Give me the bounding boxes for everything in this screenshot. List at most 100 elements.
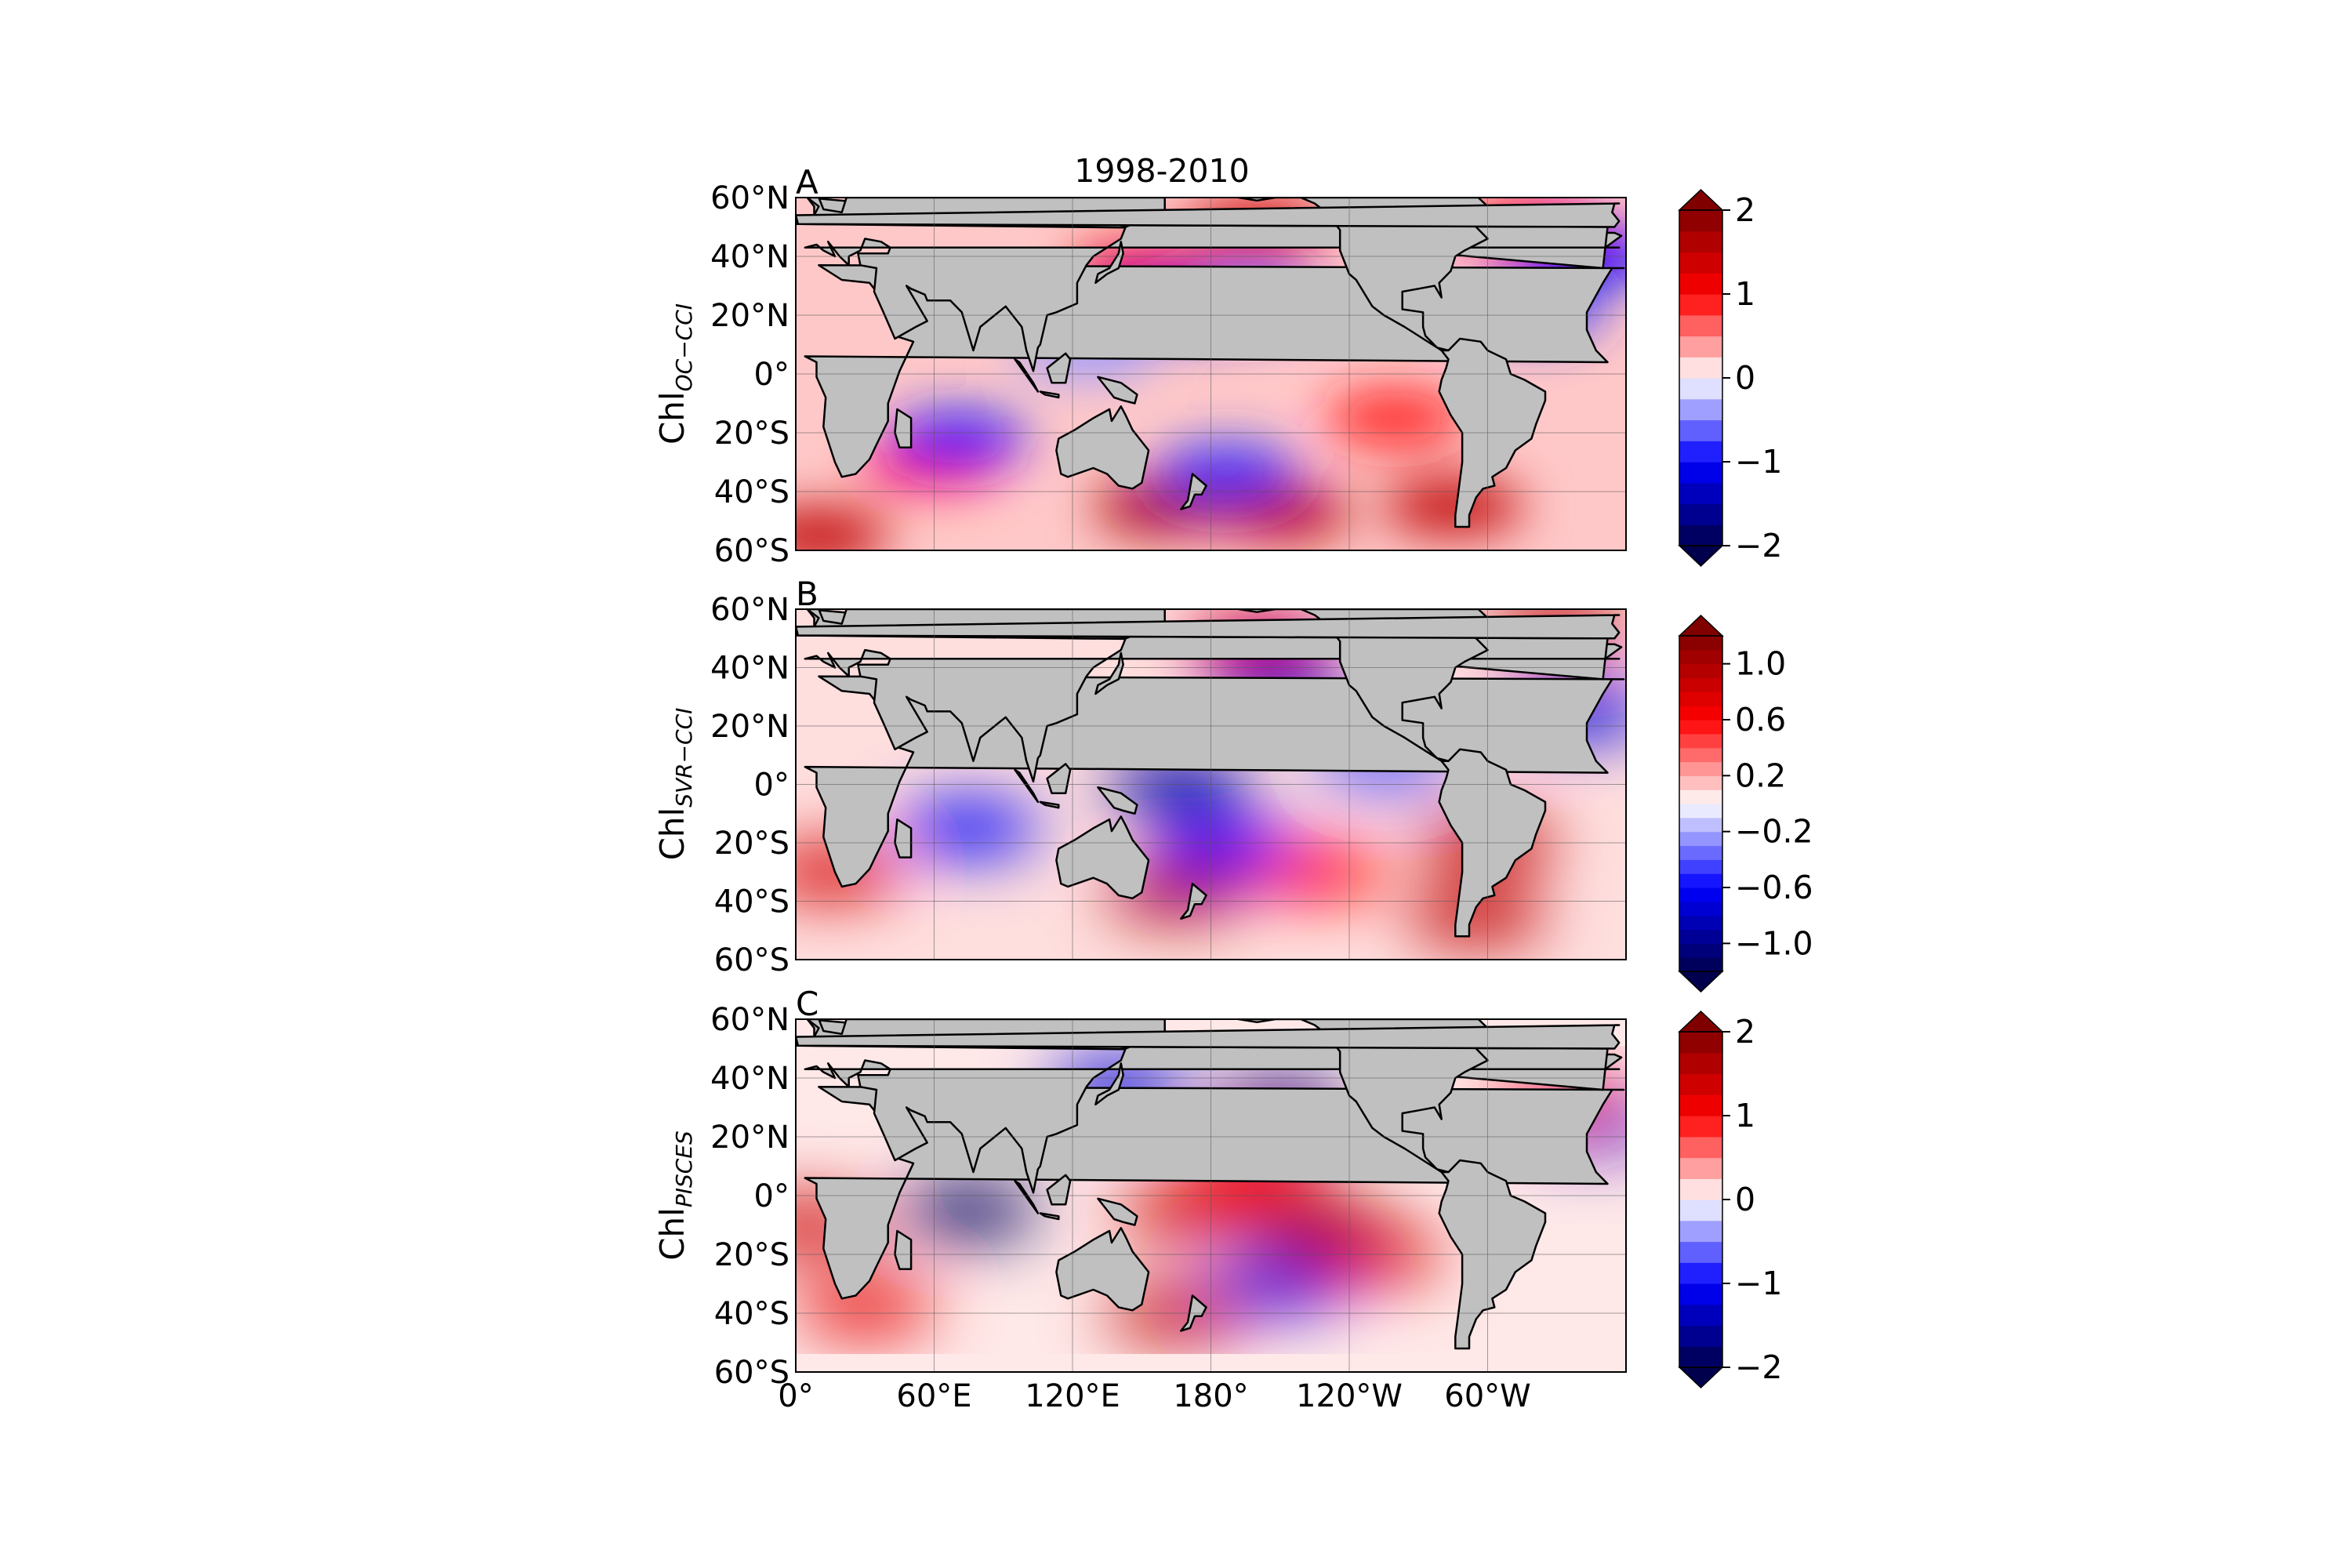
colorbar-bin <box>1679 398 1722 421</box>
landmass <box>1046 1174 1072 1206</box>
colorbar-extend-max <box>1678 614 1724 637</box>
colorbar-bin <box>1679 775 1722 790</box>
panel-c: C 60°N 40°N 20°N 0° 20°S 40°S 60°S 0° 60°E 120°E… <box>653 985 1782 1414</box>
colorbar-bin <box>1679 336 1722 358</box>
panel-label: A <box>796 163 818 201</box>
anomaly-blob <box>1209 1257 1351 1311</box>
lon-tick-label: 0° <box>778 1378 813 1414</box>
landmass <box>1097 376 1138 405</box>
lon-tick-label: 60°W <box>1444 1378 1530 1414</box>
colorbar-bin <box>1679 733 1722 749</box>
lat-tick-label: 0° <box>754 1178 789 1214</box>
lat-tick-label: 0° <box>754 768 789 804</box>
colorbar-bin <box>1679 1283 1722 1305</box>
colorbar-bin <box>1679 294 1722 316</box>
colorbar-bin <box>1679 859 1722 874</box>
landmass <box>1097 786 1138 815</box>
colorbar-bin <box>1679 1304 1722 1327</box>
y-axis-label: ChlPISCES <box>653 1131 697 1261</box>
colorbar-bin <box>1679 441 1722 463</box>
landmass <box>894 1229 913 1271</box>
colorbar-bin <box>1679 804 1722 818</box>
colorbar-bin <box>1679 929 1722 944</box>
anomaly-field <box>796 1019 1626 1372</box>
map-frame <box>795 197 1627 551</box>
colorbar-tick-label: −1 <box>1735 443 1782 481</box>
anomaly-blob <box>1382 479 1524 533</box>
lon-tick-label: 120°E <box>1025 1378 1120 1414</box>
anomaly-field <box>796 198 1626 550</box>
y-axis-label: ChlSVR−CCI <box>653 708 697 861</box>
lon-tick-label: 120°W <box>1296 1378 1403 1414</box>
lat-tick-label: 40°N <box>710 1061 789 1097</box>
lat-tick-labels: 60°N 40°N 20°N 0° 20°S 40°S 60°S <box>710 180 789 569</box>
lat-tick-label: 20°S <box>714 1237 789 1273</box>
landmass <box>1237 609 1498 762</box>
colorbar-extend-max <box>1678 188 1724 211</box>
colorbar-bin <box>1679 482 1722 505</box>
colorbar-tick-label: −2 <box>1735 1348 1782 1386</box>
landmass <box>1055 815 1150 900</box>
anomaly-blob <box>1156 444 1298 498</box>
colorbar-bin <box>1679 1157 1722 1179</box>
panel-label: B <box>796 575 818 613</box>
map-frame <box>795 1018 1627 1373</box>
y-axis-label-main: Chl <box>653 808 691 861</box>
colorbar-bin <box>1679 636 1722 651</box>
colorbar-bin <box>1679 1116 1722 1138</box>
map-frame <box>795 608 1627 960</box>
graticule <box>796 609 1626 960</box>
colorbar-extend-min <box>1678 971 1724 993</box>
colorbar-bin <box>1679 747 1722 763</box>
anomaly-blob <box>1117 1183 1259 1237</box>
landmass <box>894 818 913 858</box>
landmass <box>1055 405 1150 490</box>
lat-tick-label: 60°S <box>714 1355 789 1391</box>
colorbar-bin <box>1679 677 1722 692</box>
colorbar-bin <box>1679 273 1722 295</box>
anomaly-blob <box>796 1280 936 1334</box>
landmass <box>1014 358 1040 393</box>
colorbar-tick-label: 0.6 <box>1735 701 1786 739</box>
colorbar-tick-label: −0.2 <box>1735 813 1813 851</box>
colorbar-tick-label: 1 <box>1735 275 1755 313</box>
colorbar-bin <box>1679 691 1722 706</box>
colorbar-bin <box>1679 1325 1722 1347</box>
lat-tick-label: 60°S <box>714 942 789 978</box>
landmass <box>1014 768 1040 804</box>
lat-tick-label: 60°N <box>710 180 789 216</box>
land-mask <box>796 1019 1625 1350</box>
landmass <box>796 202 1621 228</box>
colorbar-bin <box>1679 1094 1722 1116</box>
colorbar-bin <box>1679 1052 1722 1075</box>
graticule <box>796 198 1626 550</box>
anomaly-blob <box>1209 485 1351 539</box>
landmass <box>1046 352 1072 384</box>
panel-label: C <box>796 985 818 1023</box>
colorbar-tick-label: 0 <box>1735 359 1755 397</box>
lat-tick-label: 60°N <box>710 1002 789 1038</box>
anomaly-field <box>796 609 1626 960</box>
anomaly-blob <box>898 801 1040 855</box>
lat-tick-label: 20°S <box>714 416 789 452</box>
colorbar-bin <box>1679 943 1722 958</box>
colorbar-bin <box>1679 706 1722 720</box>
colorbar-bin <box>1679 314 1722 337</box>
lat-tick-labels: 60°N 40°N 20°N 0° 20°S 40°S 60°S <box>710 592 789 978</box>
colorbar-bin <box>1679 378 1722 400</box>
colorbar-bin <box>1679 1241 1722 1263</box>
colorbar: 1.0 0.6 0.2 −0.2 −0.6 −1.0 <box>1678 614 1813 993</box>
colorbar: 2 1 0 −1 −2 <box>1678 1010 1782 1389</box>
colorbar-bin <box>1679 1346 1722 1368</box>
y-axis-label-sub: OC−CCI <box>671 303 697 391</box>
colorbar-bin <box>1679 663 1722 679</box>
landmass <box>1046 763 1072 794</box>
figure-title: 1998-2010 <box>1074 152 1249 190</box>
colorbar-bin <box>1679 1220 1722 1243</box>
colorbar-bin <box>1679 1073 1722 1095</box>
colorbar-tick-label: −0.6 <box>1735 869 1813 906</box>
colorbar-bin <box>1679 915 1722 931</box>
colorbar-tick-label: −1 <box>1735 1265 1782 1302</box>
colorbar-bin <box>1679 1032 1722 1054</box>
